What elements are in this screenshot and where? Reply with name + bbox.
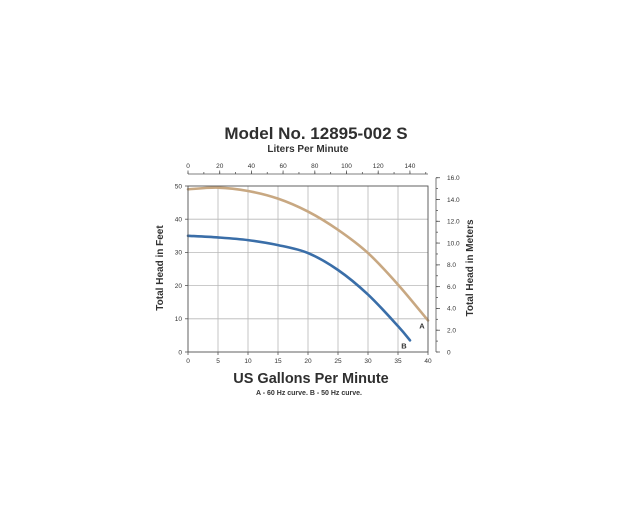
top-tick-label: 40 [248, 163, 256, 170]
right-tick-label: 6.0 [447, 284, 456, 291]
x-tick-label: 10 [244, 358, 252, 365]
x-tick-label: 30 [364, 358, 372, 365]
y-tick-label: 40 [175, 217, 183, 224]
top-tick-label: 0 [186, 163, 190, 170]
x-tick-label: 0 [186, 358, 190, 365]
x-tick-label: 20 [304, 358, 312, 365]
curves-layer: AB [186, 186, 430, 350]
curve-label-a: A [419, 321, 425, 330]
x-axis-title: US Gallons Per Minute [233, 371, 389, 387]
right-tick-label: 10.0 [447, 240, 460, 247]
right-tick-label: 12.0 [447, 219, 460, 226]
x-tick-label: 15 [274, 358, 282, 365]
curve-label-b: B [401, 341, 407, 350]
y-axis-title: Total Head in Feet [155, 225, 166, 311]
y-tick-label: 30 [175, 250, 183, 257]
x-tick-label: 40 [424, 358, 432, 365]
top-tick-label: 60 [279, 163, 287, 170]
y-tick-label: 50 [175, 183, 183, 190]
top-tick-label: 20 [216, 163, 224, 170]
x-tick-label: 35 [394, 358, 402, 365]
right-tick-label: 4.0 [447, 306, 456, 313]
top-tick-label: 120 [373, 163, 384, 170]
right-tick-label: 8.0 [447, 262, 456, 269]
chart-footnote: A - 60 Hz curve. B - 50 Hz curve. [256, 390, 362, 397]
x-tick-label: 5 [216, 358, 220, 365]
top-tick-label: 80 [311, 163, 319, 170]
right-tick-label: 16.0 [447, 175, 460, 182]
top-axis-title: Liters Per Minute [267, 144, 349, 155]
curve-b [186, 234, 412, 342]
y-tick-label: 0 [178, 349, 182, 356]
right-axis-title: Total Head in Meters [465, 219, 476, 316]
top-tick-label: 140 [404, 163, 415, 170]
top-tick-label: 100 [341, 163, 352, 170]
chart-title: Model No. 12895-002 S [224, 124, 407, 143]
right-tick-label: 14.0 [447, 197, 460, 204]
y-tick-label: 10 [175, 316, 183, 323]
curve-a [186, 186, 430, 322]
right-tick-label: 2.0 [447, 328, 456, 335]
x-tick-label: 25 [334, 358, 342, 365]
right-tick-label: 0 [447, 349, 451, 356]
y-tick-label: 20 [175, 283, 183, 290]
axes-layer: 0 5 10 15 20 25 30 35 40 0 10 20 30 40 50 0 20 40 60 80 100 1… [175, 163, 460, 365]
